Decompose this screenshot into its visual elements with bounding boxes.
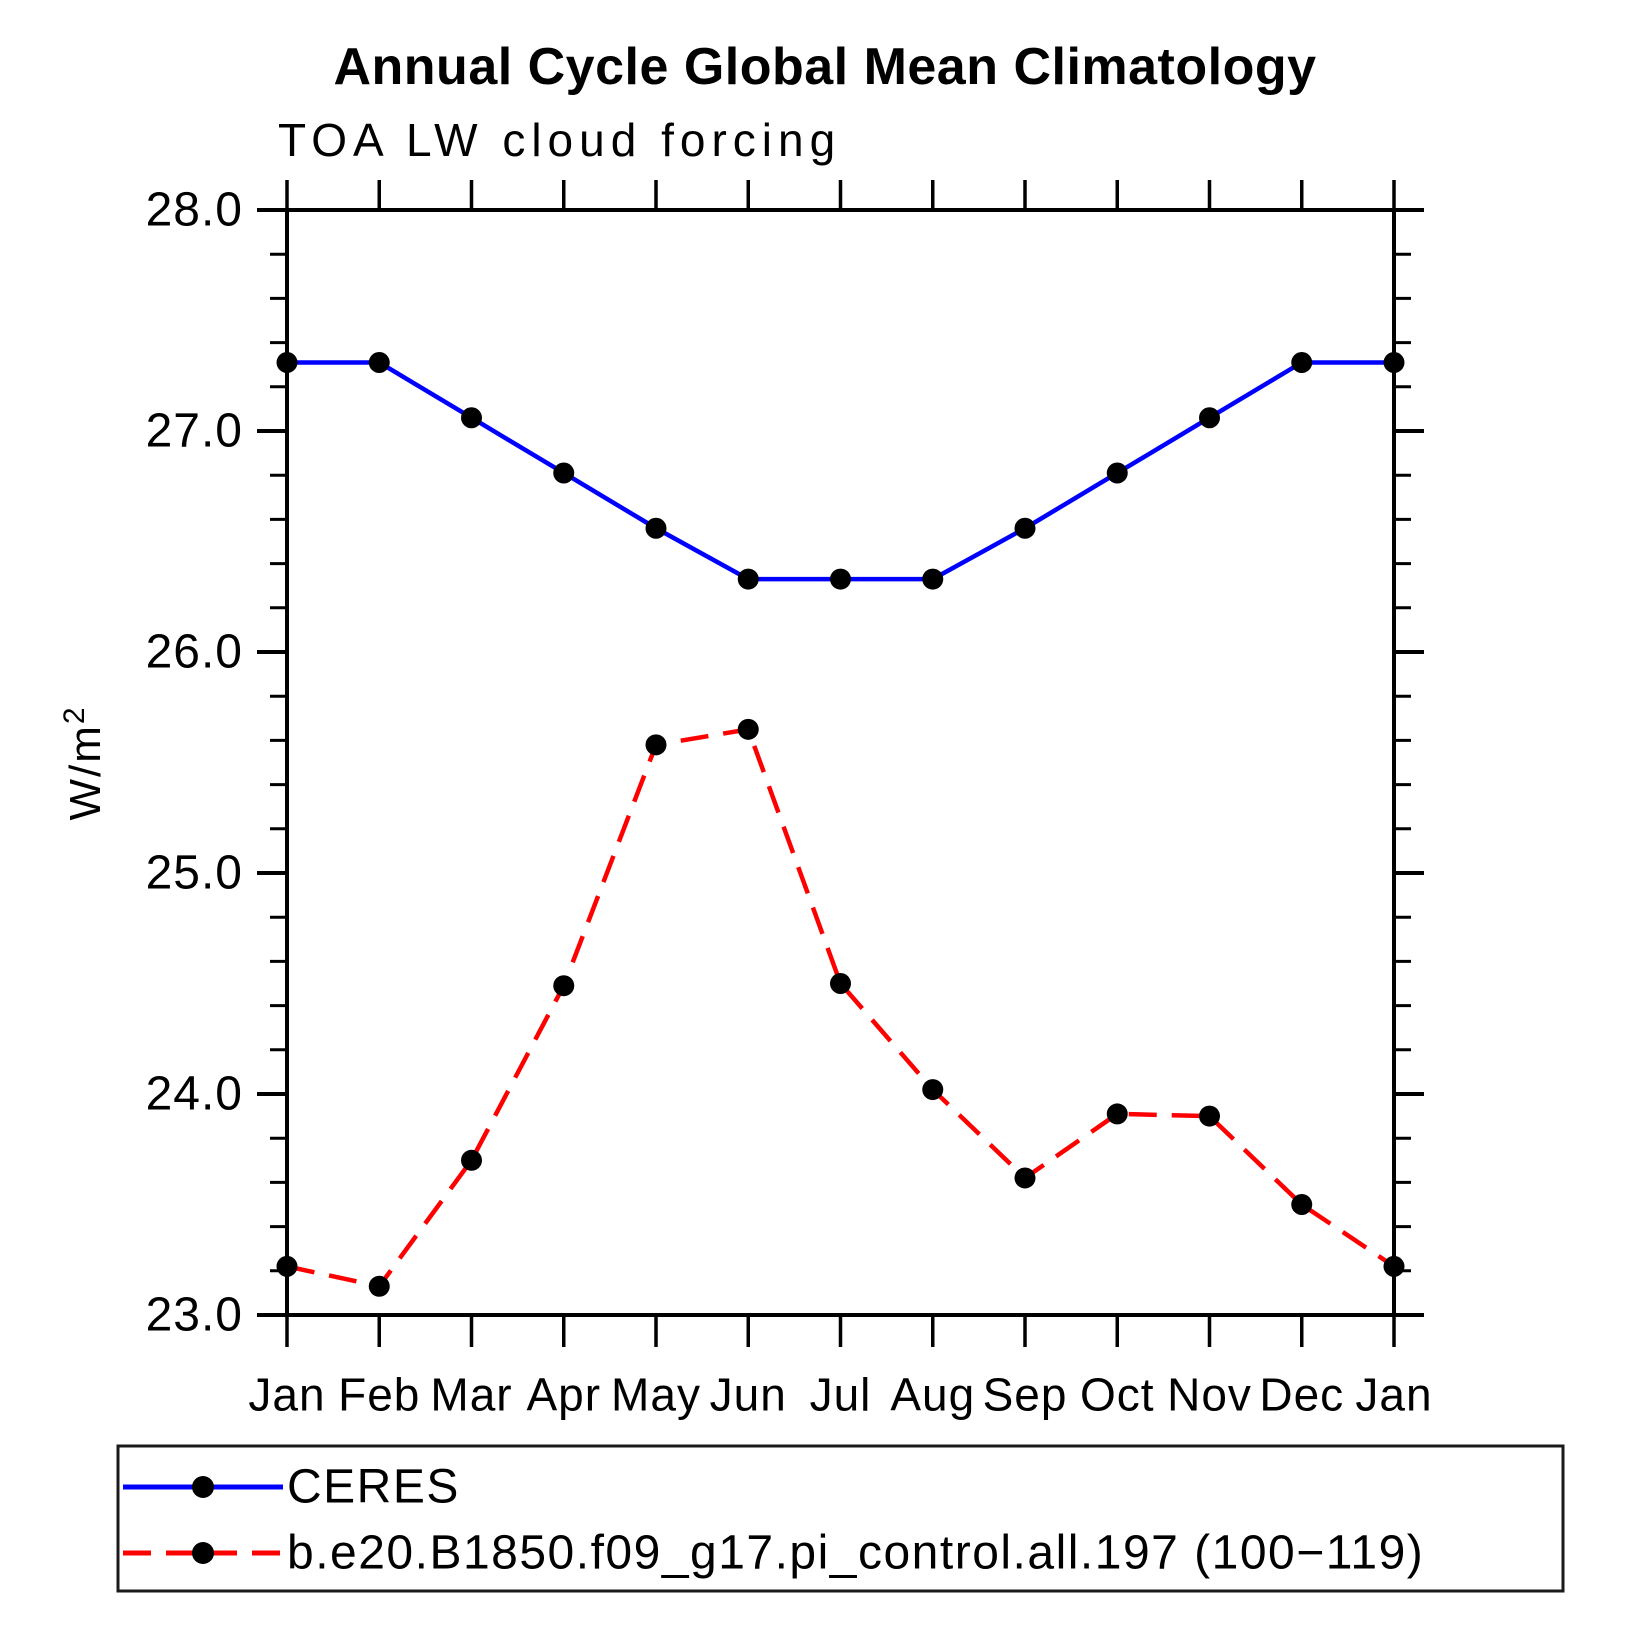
chart-subtitle: TOA LW cloud forcing — [278, 114, 841, 166]
chart-title: Annual Cycle Global Mean Climatology — [333, 38, 1316, 96]
data-point-marker — [737, 568, 759, 590]
y-tick-label: 24.0 — [146, 1068, 243, 1121]
x-tick-label: Sep — [983, 1369, 1068, 1421]
y-axis-tick-labels: 23.0 24.0 25.0 26.0 27.0 28.0 — [146, 184, 243, 1342]
plot-frame — [285, 208, 1396, 1317]
data-point-marker — [276, 351, 298, 373]
y-axis-label-base: W/m — [61, 724, 110, 820]
x-axis-tick-labels: Jan Feb Mar Apr May Jun Jul Aug Sep Oct Nov Dec Jan — [248, 1369, 1432, 1421]
axis-ticks — [257, 180, 1424, 1347]
x-tick-label: Jun — [710, 1369, 787, 1421]
data-point-marker — [461, 407, 482, 429]
y-tick-label: 28.0 — [146, 184, 243, 237]
x-tick-label: Apr — [526, 1369, 601, 1421]
x-tick-label: Dec — [1259, 1369, 1344, 1421]
x-tick-label: May — [611, 1369, 701, 1421]
series-line-1 — [286, 726, 1396, 1289]
data-point-marker — [368, 351, 390, 373]
data-point-marker — [553, 975, 575, 997]
data-point-marker — [645, 734, 667, 756]
data-point-marker — [276, 1255, 298, 1277]
data-point-marker — [1106, 1103, 1128, 1125]
y-tick-label: 27.0 — [146, 405, 243, 458]
data-point-marker — [1014, 1167, 1036, 1189]
legend-label-ceres: CERES — [287, 1461, 460, 1514]
data-point-marker — [368, 1275, 390, 1297]
data-point-marker — [922, 1079, 944, 1101]
series-line-0 — [287, 360, 1394, 582]
plot-area: 23.024.025.026.027.028.0 Jan Feb Mar Apr May… — [146, 180, 1432, 1421]
data-point-marker — [1106, 462, 1128, 484]
data-point-marker — [737, 718, 759, 740]
y-axis-label: W/m2 — [58, 705, 110, 820]
data-point-marker — [553, 462, 575, 484]
data-point-marker — [922, 568, 944, 590]
x-tick-label: Nov — [1167, 1369, 1252, 1421]
data-point-marker — [1291, 1194, 1313, 1215]
data-point-marker — [1291, 351, 1313, 373]
y-axis-label-exponent: 2 — [58, 705, 91, 724]
data-point-marker — [830, 973, 851, 994]
data-point-marker — [1383, 351, 1405, 373]
y-tick-label: 25.0 — [146, 847, 243, 900]
x-tick-label: Jan — [1355, 1369, 1432, 1421]
legend: CERES b.e20.B1850.f09_g17.pi_control.all… — [116, 1444, 1565, 1593]
x-tick-label: Oct — [1080, 1369, 1155, 1421]
data-point-marker — [1383, 1255, 1405, 1277]
data-point-marker — [645, 517, 667, 539]
x-tick-label: Aug — [890, 1369, 975, 1421]
legend-box — [116, 1444, 1565, 1593]
legend-label-model: b.e20.B1850.f09_g17.pi_control.all.197 (… — [287, 1527, 1424, 1580]
data-point-marker — [830, 568, 851, 590]
data-point-marker — [1199, 407, 1220, 429]
y-tick-label: 23.0 — [146, 1289, 243, 1342]
data-point-marker — [461, 1149, 482, 1171]
data-point-marker — [1199, 1105, 1220, 1127]
series-group — [276, 351, 1405, 1297]
x-tick-label: Jan — [248, 1369, 325, 1421]
data-point-marker — [1014, 517, 1036, 539]
y-tick-label: 26.0 — [146, 626, 243, 679]
x-tick-label: Mar — [430, 1369, 512, 1421]
legend-marker-model — [192, 1542, 214, 1564]
legend-marker-ceres — [192, 1476, 214, 1498]
x-tick-label: Feb — [338, 1369, 420, 1421]
x-tick-label: Jul — [810, 1369, 872, 1421]
